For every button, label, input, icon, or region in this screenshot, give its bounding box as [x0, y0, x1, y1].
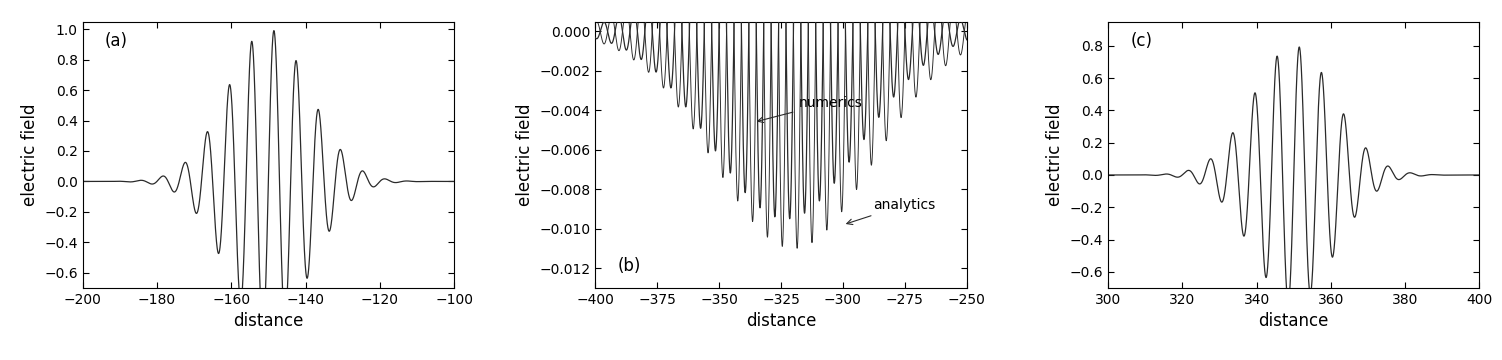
Text: (a): (a) — [105, 32, 128, 50]
Y-axis label: electric field: electric field — [21, 104, 39, 206]
X-axis label: distance: distance — [1259, 312, 1329, 330]
Text: (c): (c) — [1131, 32, 1152, 50]
Y-axis label: electric field: electric field — [515, 104, 533, 206]
Text: numerics: numerics — [757, 95, 862, 122]
X-axis label: distance: distance — [746, 312, 816, 330]
X-axis label: distance: distance — [233, 312, 303, 330]
Y-axis label: electric field: electric field — [1045, 104, 1063, 206]
Text: (b): (b) — [617, 257, 641, 275]
Text: analytics: analytics — [847, 198, 934, 225]
